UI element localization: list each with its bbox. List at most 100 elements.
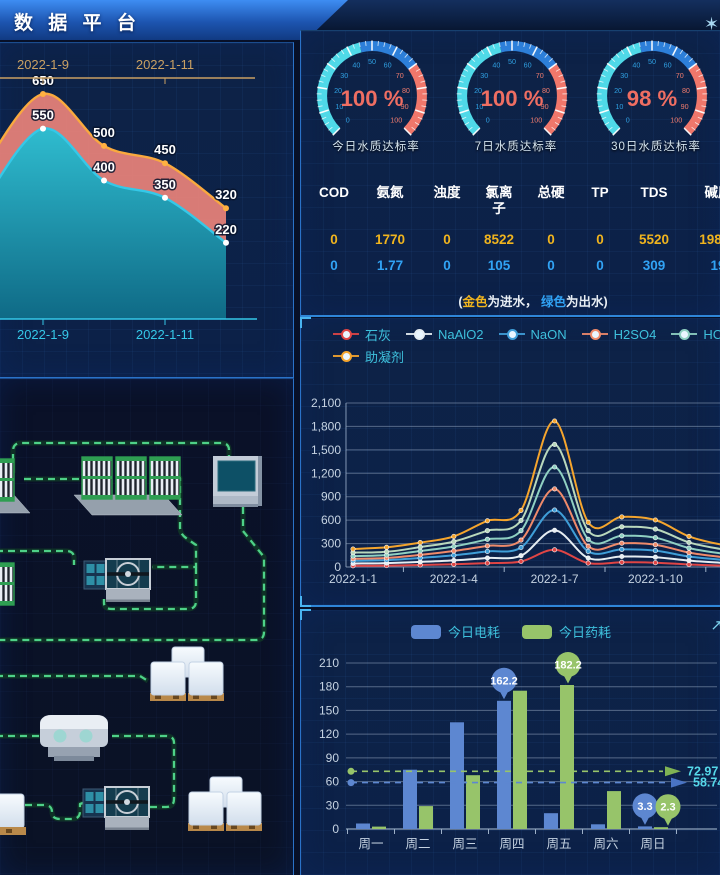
expand-icon[interactable]: ↗ (710, 617, 720, 634)
table-value-cell: 309 (642, 258, 666, 273)
svg-text:2022-1-4: 2022-1-4 (430, 572, 478, 586)
legend-item-H2SO4[interactable]: H2SO4 (581, 327, 656, 342)
table-value-cell: 0 (596, 232, 604, 247)
outlet-color-word: 绿色 (540, 295, 566, 309)
legend-item-石灰[interactable]: 石灰 (333, 325, 391, 344)
svg-text:100: 100 (530, 115, 542, 124)
svg-text:320: 320 (215, 187, 237, 202)
small-rack-left (0, 562, 15, 606)
svg-text:600: 600 (321, 513, 341, 527)
svg-text:58.74: 58.74 (693, 776, 720, 790)
svg-text:150: 150 (319, 703, 339, 717)
table-value-cell: 0 (330, 232, 338, 247)
svg-text:90: 90 (541, 102, 549, 111)
svg-text:80: 80 (542, 86, 550, 95)
legend-item-助凝剂[interactable]: 助凝剂 (333, 347, 404, 366)
table-header-cell: 氨氮 (376, 185, 404, 200)
legend-line-dot-marker (406, 328, 433, 340)
svg-text:210: 210 (319, 656, 339, 670)
svg-text:周一: 周一 (358, 837, 383, 851)
table-header-cell: TDS (640, 185, 668, 200)
svg-text:周日: 周日 (640, 837, 665, 851)
svg-text:60: 60 (384, 61, 392, 70)
gauge-today: 0 10 20 30 40 50 60 70 80 90 100 100 % 今日水质达标率 (306, 35, 446, 154)
table-value-cell: 5520 (638, 232, 670, 247)
legend-line-dot-marker (581, 328, 608, 340)
svg-text:40: 40 (352, 61, 360, 70)
svg-text:20: 20 (614, 86, 622, 95)
membrane-rack-left-partial (0, 458, 31, 514)
header-title-plate (0, 0, 348, 40)
svg-text:72.97: 72.97 (687, 764, 718, 778)
svg-text:40: 40 (632, 61, 640, 70)
gauges-row: 0 10 20 30 40 50 60 70 80 90 100 100 % 今日水质达标率 0 10 2… (306, 35, 720, 154)
svg-text:182.2: 182.2 (554, 660, 582, 672)
svg-text:30: 30 (480, 71, 488, 80)
table-header-cell: 浊度 (433, 185, 461, 200)
table-header-row: COD 氨氮 浊度 氯离子 总硬 TP TDS 碱度 (309, 183, 720, 227)
chemical-totes-2 (187, 776, 263, 832)
legend-item-今日药耗[interactable]: 今日药耗 (522, 622, 611, 641)
table-value-cell: 1.77 (376, 258, 404, 273)
svg-text:70: 70 (676, 71, 684, 80)
svg-text:70: 70 (396, 71, 404, 80)
table-header-cell: 总硬 (537, 185, 565, 200)
svg-text:50: 50 (368, 57, 376, 66)
legend-line-dot-marker (671, 328, 698, 340)
consumption-legend: 今日电耗 今日药耗 (301, 622, 720, 641)
svg-text:2022-1-7: 2022-1-7 (531, 572, 579, 586)
svg-text:550: 550 (32, 108, 54, 123)
gauge-dial: 010 20 30 40 50 60 70 80 90 100 100 % (456, 40, 568, 136)
legend-line-dot-marker (498, 328, 525, 340)
dosing-line-chart[interactable]: 0 300 600 900 1,200 1,500 1,800 2,100 2022-1-1 20… (301, 318, 720, 605)
legend-item-今日电耗[interactable]: 今日电耗 (410, 622, 500, 641)
svg-text:0: 0 (332, 822, 339, 836)
svg-text:90: 90 (326, 751, 340, 765)
table-legend-note: (金色为进水， 绿色为出水) (458, 295, 608, 309)
water-quality-table: COD 氨氮 浊度 氯离子 总硬 TP TDS 碱度 0 1770 0 8522 0 0 5520 1980… (309, 183, 720, 279)
svg-text:70: 70 (536, 71, 544, 80)
gauge-30day: 0 10 20 30 40 50 60 70 80 90 100 98 % 30日水质达标率 (586, 35, 720, 154)
table-value-cell: 0 (547, 232, 555, 247)
legend-swatch (410, 624, 441, 639)
legend-item-HCL[interactable]: HCL (671, 327, 720, 342)
svg-text:300: 300 (321, 537, 341, 551)
svg-text:40: 40 (492, 61, 500, 70)
svg-text:周三: 周三 (452, 837, 477, 851)
facility-3d-map[interactable] (0, 379, 293, 875)
table-inlet-row: 0 1770 0 8522 0 0 5520 19800 (309, 227, 720, 253)
chemical-tote-left-partial (0, 793, 26, 835)
star-icon: ✶ (704, 14, 720, 34)
consumption-bar-chart[interactable]: 0 30 60 90 120 150 180 210 周一 周二 周三 周四 周五 周六 周日 72.9758… (301, 610, 720, 875)
svg-text:50: 50 (508, 57, 516, 66)
svg-text:2022-1-9: 2022-1-9 (17, 57, 69, 72)
legend-line-dot-marker (333, 328, 359, 340)
page-title: 数 据 平 台 (14, 13, 141, 34)
legend-item-NaON[interactable]: NaON (498, 327, 567, 342)
gauge-dial: 010 20 30 40 50 60 70 80 90 100 98 % (596, 40, 708, 136)
table-value-cell: 19 (710, 258, 720, 273)
svg-text:90: 90 (401, 102, 409, 111)
svg-text:1,800: 1,800 (311, 419, 341, 433)
dosing-trend-panel: 石灰NaAlO2NaONH2SO4HCLNaCLO助凝剂 03006009001… (300, 317, 720, 607)
svg-text:周六: 周六 (593, 837, 618, 851)
svg-text:0: 0 (346, 115, 350, 124)
svg-text:500: 500 (93, 125, 115, 140)
svg-text:80: 80 (402, 86, 410, 95)
legend-item-NaAlO2[interactable]: NaAlO2 (406, 327, 484, 342)
svg-text:30: 30 (340, 71, 348, 80)
gauge-caption: 30日水质达标率 (611, 141, 701, 153)
svg-text:220: 220 (215, 222, 237, 237)
svg-text:98 %: 98 % (627, 86, 678, 111)
gauge-dial: 010 20 30 40 50 60 70 80 90 100 100 % (316, 40, 428, 136)
svg-text:3.3: 3.3 (637, 801, 652, 813)
svg-text:2.3: 2.3 (660, 802, 675, 814)
table-outlet-row: 0 1.77 0 105 0 0 309 19 (309, 253, 720, 279)
gauge-caption: 7日水质达标率 (474, 141, 558, 153)
table-value-cell: 0 (596, 258, 604, 273)
svg-text:50: 50 (648, 57, 656, 66)
collection-basin (213, 456, 262, 507)
legend-line-dot-marker (333, 350, 359, 362)
gauge-caption: 今日水质达标率 (332, 141, 420, 153)
